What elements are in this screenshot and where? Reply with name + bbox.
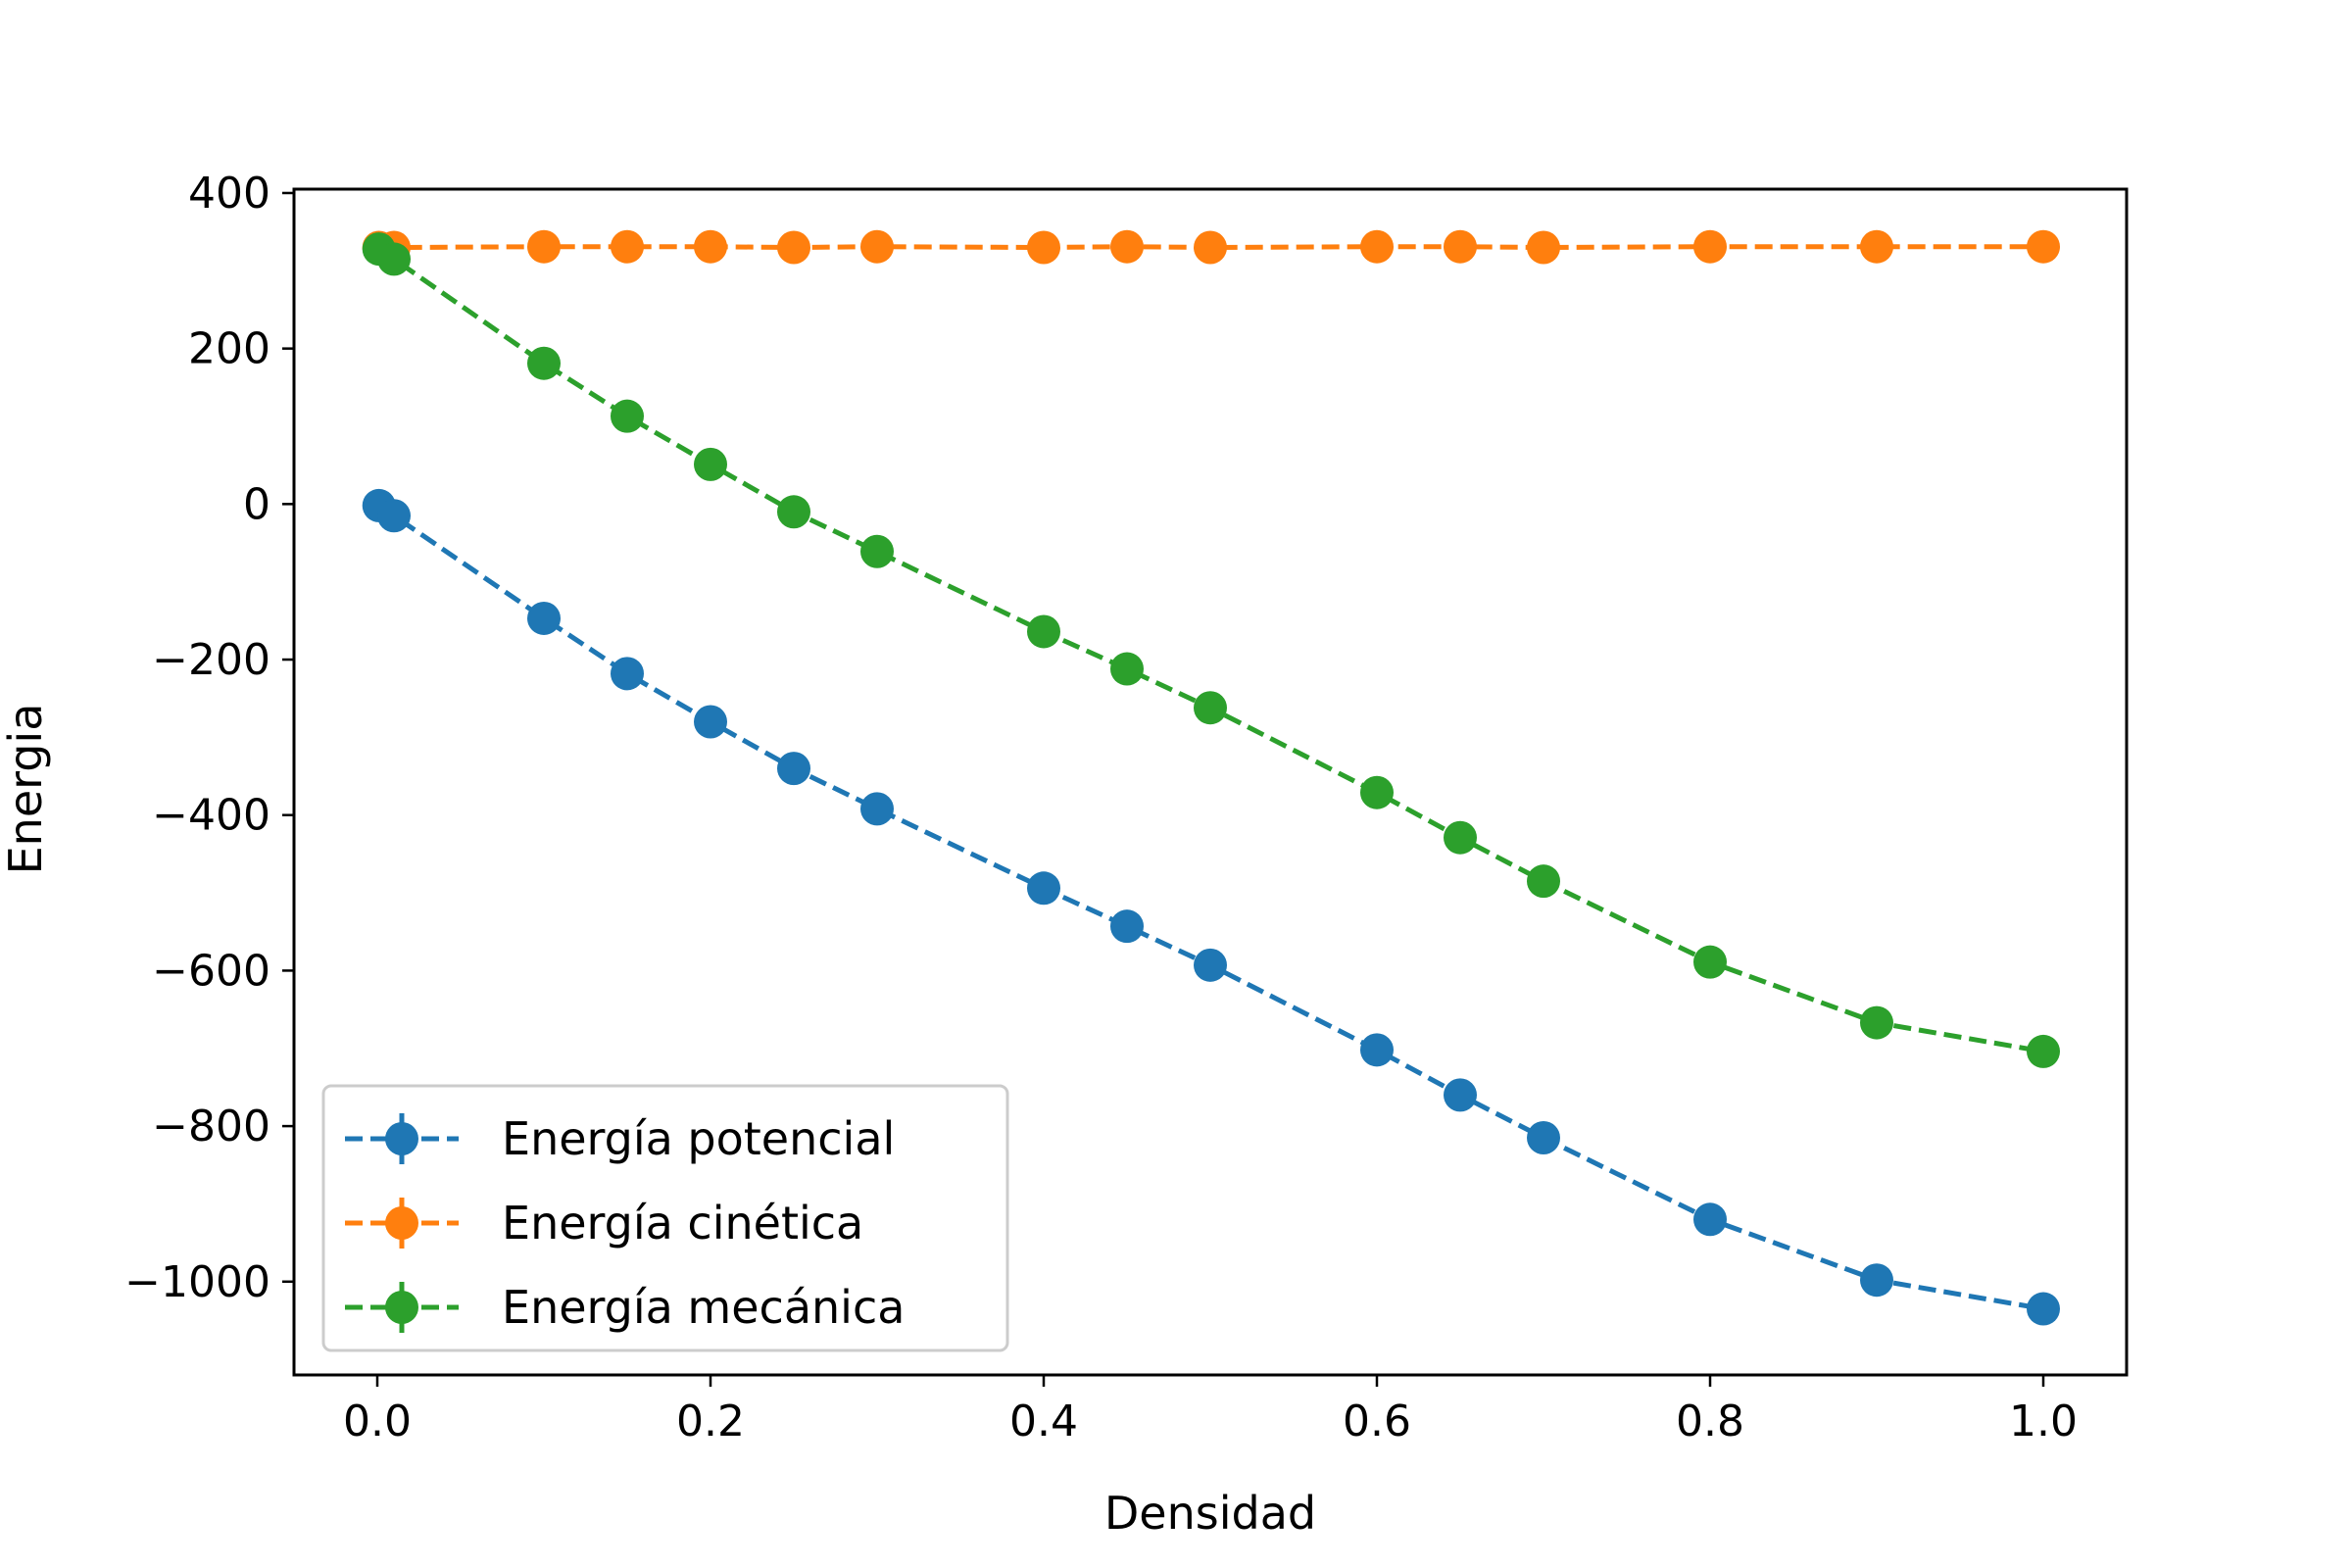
y-tick-label: −1000 <box>124 1257 270 1307</box>
data-point <box>2027 1292 2060 1326</box>
axes-frame <box>292 187 2129 1377</box>
data-point <box>2027 229 2060 264</box>
data-point <box>860 792 894 826</box>
y-tick-label: 400 <box>188 169 270 219</box>
data-point <box>1027 230 1060 265</box>
data-point <box>1027 871 1060 906</box>
series-layer <box>362 229 2060 1326</box>
legend-label: Energía cinética <box>502 1197 863 1250</box>
x-tick-label: 0.4 <box>1009 1396 1078 1446</box>
legend-label: Energía mecánica <box>502 1281 905 1334</box>
y-axis-label: Energia <box>0 704 52 875</box>
x-tick-label: 0.6 <box>1343 1396 1411 1446</box>
data-point <box>1860 1263 1893 1298</box>
data-point <box>777 495 810 529</box>
data-point <box>1693 1202 1727 1237</box>
data-point <box>1194 948 1227 982</box>
data-point <box>1527 864 1560 899</box>
data-point <box>860 534 894 568</box>
data-point <box>694 447 727 481</box>
series-1 <box>362 488 2060 1326</box>
data-point <box>527 346 561 380</box>
legend-entry: Energía cinética <box>345 1197 863 1250</box>
data-point <box>1527 230 1560 265</box>
series-3 <box>362 232 2060 1068</box>
data-point <box>1027 614 1060 649</box>
data-point <box>1693 229 1727 264</box>
y-tick-label: 200 <box>188 324 270 374</box>
data-point <box>377 499 411 533</box>
y-tick-label: −800 <box>152 1102 270 1152</box>
data-point <box>377 242 411 276</box>
data-point <box>1360 229 1394 264</box>
data-point <box>1194 230 1227 265</box>
x-tick-label: 0.2 <box>676 1396 745 1446</box>
data-point <box>1444 1078 1477 1112</box>
x-axis-ticks: 0.0 0.2 0.4 0.6 0.8 1.0 <box>343 1375 2078 1446</box>
legend-marker <box>385 1122 418 1155</box>
data-point <box>1360 1033 1394 1067</box>
data-point <box>1693 945 1727 979</box>
data-point <box>1860 1005 1893 1040</box>
data-point <box>611 657 644 691</box>
y-axis-ticks: 400 200 0 −200 −400 −600 −800 −1000 <box>124 169 294 1307</box>
data-point <box>527 229 561 264</box>
data-point <box>1110 652 1144 686</box>
legend: Energía potencial Energía cinética Energía… <box>321 1084 1009 1352</box>
legend-entry: Energía mecánica <box>345 1281 905 1334</box>
legend-frame <box>321 1084 1009 1352</box>
legend-label: Energía potencial <box>502 1112 895 1165</box>
data-point <box>1444 229 1477 264</box>
data-point <box>1444 820 1477 855</box>
data-point <box>1360 775 1394 809</box>
data-point <box>527 601 561 635</box>
y-tick-label: −400 <box>152 791 270 841</box>
y-tick-label: −200 <box>152 635 270 685</box>
data-point <box>1110 229 1144 264</box>
data-point <box>860 229 894 264</box>
data-point <box>611 229 644 264</box>
data-point <box>1860 229 1893 264</box>
y-tick-label: −600 <box>152 946 270 996</box>
data-point <box>694 705 727 739</box>
data-point <box>777 752 810 786</box>
data-point <box>611 399 644 433</box>
data-point <box>1527 1121 1560 1154</box>
legend-marker <box>385 1291 418 1324</box>
x-tick-label: 0.8 <box>1676 1396 1744 1446</box>
data-point <box>1194 691 1227 725</box>
data-point <box>694 229 727 264</box>
x-axis-label: Densidad <box>1104 1487 1316 1540</box>
legend-marker <box>385 1206 418 1240</box>
y-tick-label: 0 <box>243 479 270 529</box>
x-tick-label: 1.0 <box>2009 1396 2078 1446</box>
data-point <box>2027 1034 2060 1068</box>
legend-entry: Energía potencial <box>345 1112 895 1165</box>
data-point <box>1110 909 1144 944</box>
data-point <box>777 230 810 265</box>
series-line <box>378 244 2043 251</box>
x-tick-label: 0.0 <box>343 1396 412 1446</box>
